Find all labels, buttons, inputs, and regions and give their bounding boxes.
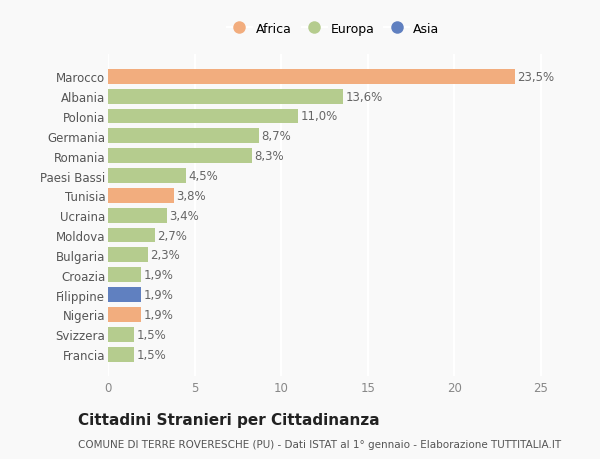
Text: 13,6%: 13,6% — [346, 90, 383, 103]
Text: 1,9%: 1,9% — [143, 288, 173, 302]
Bar — [108, 308, 141, 322]
Text: COMUNE DI TERRE ROVERESCHE (PU) - Dati ISTAT al 1° gennaio - Elaborazione TUTTIT: COMUNE DI TERRE ROVERESCHE (PU) - Dati I… — [78, 440, 561, 449]
Text: 3,8%: 3,8% — [176, 190, 206, 202]
Bar — [108, 347, 134, 362]
Text: Cittadini Stranieri per Cittadinanza: Cittadini Stranieri per Cittadinanza — [78, 413, 380, 428]
Bar — [108, 90, 343, 104]
Bar — [108, 149, 251, 164]
Bar — [108, 327, 134, 342]
Text: 11,0%: 11,0% — [301, 110, 338, 123]
Text: 2,7%: 2,7% — [157, 229, 187, 242]
Text: 4,5%: 4,5% — [188, 170, 218, 183]
Bar — [108, 208, 167, 223]
Bar — [108, 129, 259, 144]
Text: 1,9%: 1,9% — [143, 308, 173, 321]
Bar — [108, 228, 155, 243]
Bar — [108, 109, 298, 124]
Text: 1,5%: 1,5% — [137, 328, 166, 341]
Bar — [108, 169, 186, 184]
Text: 8,3%: 8,3% — [254, 150, 284, 163]
Text: 23,5%: 23,5% — [517, 71, 554, 84]
Bar — [108, 268, 141, 283]
Bar — [108, 70, 515, 84]
Text: 1,5%: 1,5% — [137, 348, 166, 361]
Bar — [108, 189, 174, 203]
Text: 2,3%: 2,3% — [151, 249, 180, 262]
Legend: Africa, Europa, Asia: Africa, Europa, Asia — [227, 23, 439, 36]
Bar — [108, 287, 141, 302]
Bar — [108, 248, 148, 263]
Text: 8,7%: 8,7% — [261, 130, 291, 143]
Text: 3,4%: 3,4% — [169, 209, 199, 222]
Text: 1,9%: 1,9% — [143, 269, 173, 282]
